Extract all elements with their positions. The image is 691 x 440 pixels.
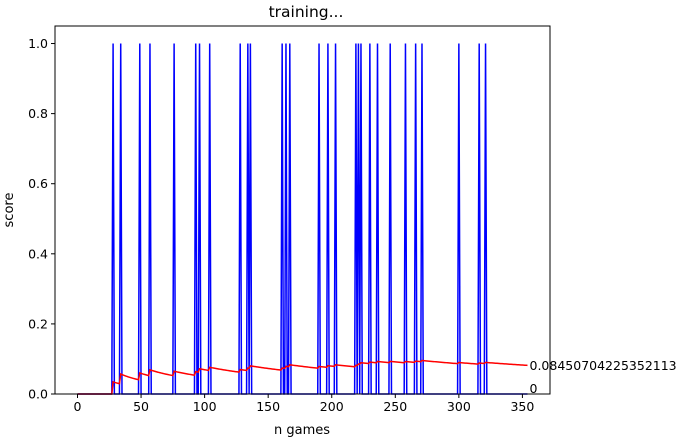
y-tick-label: 0.2 <box>28 316 48 331</box>
x-tick-label: 200 <box>320 399 344 414</box>
last-mean-annotation: 0.08450704225352113 <box>530 358 677 373</box>
score-series-line <box>77 43 528 395</box>
x-tick-label: 50 <box>133 399 149 414</box>
x-tick-label: 0 <box>74 399 82 414</box>
x-tick-label: 350 <box>510 399 534 414</box>
last-score-annotation: 0 <box>530 381 538 396</box>
y-tick-label: 0.6 <box>28 176 48 191</box>
x-axis-label: n games <box>274 423 330 438</box>
y-tick-label: 0.4 <box>28 246 48 261</box>
plot-area: 0 50 100 150 200 250 300 350 0.0 0.2 0.4 0.6 0.8 1.0 0… <box>28 25 677 414</box>
x-tick-label: 150 <box>256 399 280 414</box>
mean-score-series-line <box>77 359 528 395</box>
x-tick-label: 300 <box>447 399 471 414</box>
x-tick-label: 250 <box>383 399 407 414</box>
axes-frame <box>54 25 551 395</box>
y-tick-label: 0.8 <box>28 106 48 121</box>
chart-title: training... <box>269 3 344 21</box>
y-tick-label: 0.0 <box>28 387 48 402</box>
y-tick-label: 1.0 <box>28 36 48 51</box>
x-tick-label: 100 <box>193 399 217 414</box>
y-axis-label: score <box>2 193 17 228</box>
